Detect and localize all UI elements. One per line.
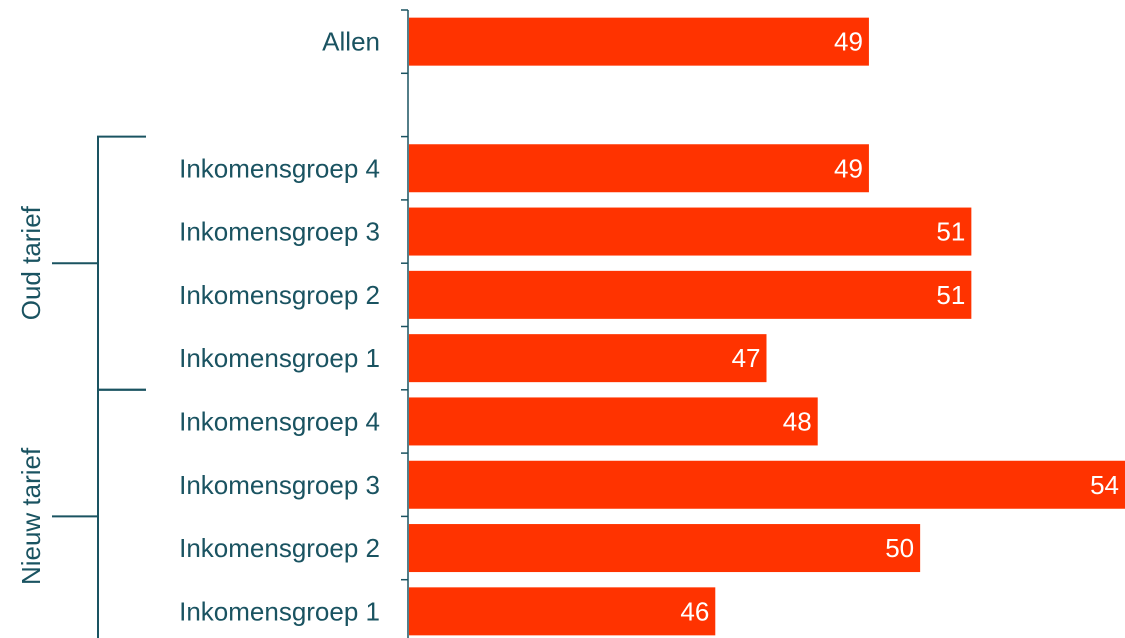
bar bbox=[409, 397, 818, 446]
bar bbox=[409, 524, 921, 573]
bar bbox=[409, 460, 1125, 509]
bar bbox=[409, 17, 869, 66]
category-label: Inkomensgroep 4 bbox=[179, 153, 380, 183]
group-bracket bbox=[97, 388, 146, 638]
value-label: 46 bbox=[680, 596, 709, 626]
value-label: 50 bbox=[885, 533, 914, 563]
bar bbox=[409, 207, 972, 256]
category-label: Inkomensgroep 3 bbox=[179, 470, 380, 500]
category-label: Inkomensgroep 4 bbox=[179, 406, 380, 436]
value-label: 51 bbox=[936, 280, 965, 310]
value-label: 54 bbox=[1090, 470, 1119, 500]
bar bbox=[409, 144, 869, 193]
bar bbox=[409, 587, 716, 636]
group-label: Nieuw tarief bbox=[16, 447, 46, 585]
category-label: Inkomensgroep 1 bbox=[179, 343, 380, 373]
bar bbox=[409, 334, 767, 383]
value-label: 49 bbox=[834, 27, 863, 57]
category-label: Inkomensgroep 2 bbox=[179, 280, 380, 310]
value-label: 47 bbox=[732, 343, 761, 373]
category-label: Allen bbox=[322, 27, 380, 57]
value-label: 48 bbox=[783, 406, 812, 436]
group-label: Oud tarief bbox=[16, 205, 46, 320]
value-label: 51 bbox=[936, 217, 965, 247]
bar bbox=[409, 270, 972, 319]
group-bracket bbox=[97, 135, 146, 391]
value-label: 49 bbox=[834, 153, 863, 183]
category-label: Inkomensgroep 1 bbox=[179, 596, 380, 626]
category-label: Inkomensgroep 2 bbox=[179, 533, 380, 563]
category-label: Inkomensgroep 3 bbox=[179, 217, 380, 247]
